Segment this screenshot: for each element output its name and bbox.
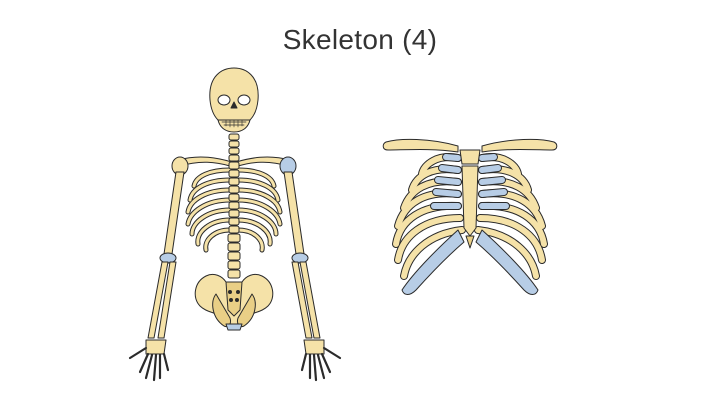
ribcage-svg (382, 138, 558, 295)
skull (209, 67, 259, 133)
left-hand (128, 339, 170, 382)
skeleton-illustration (110, 62, 360, 392)
spine (227, 133, 241, 279)
slide-title: Skeleton (4) (282, 24, 438, 55)
sternum (459, 149, 481, 249)
ribcage-illustration (380, 130, 560, 310)
pelvis (194, 273, 274, 331)
skeleton-svg (128, 67, 342, 382)
right-hand (300, 339, 342, 382)
